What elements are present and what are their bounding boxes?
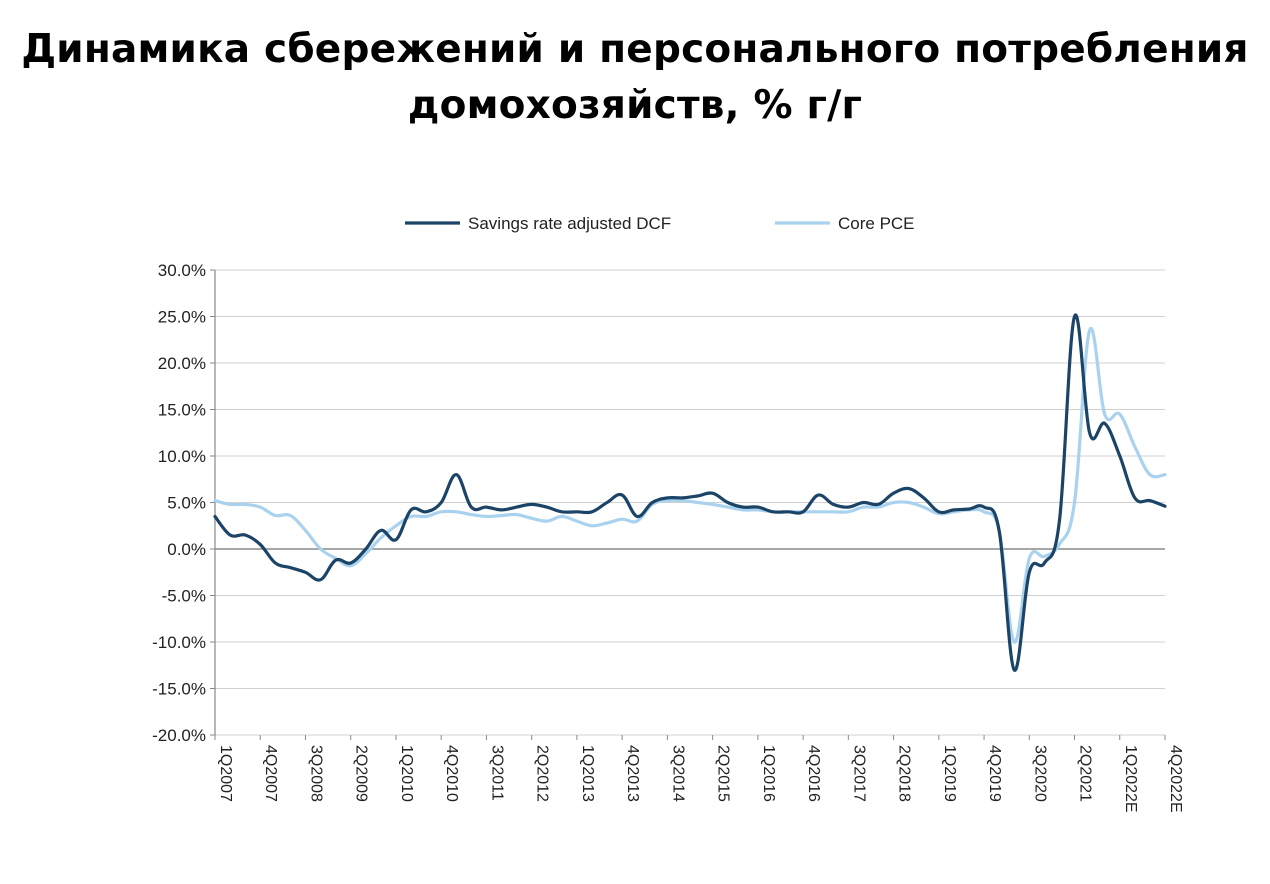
x-tick-label: 3Q2011: [488, 745, 505, 801]
x-tick-label: 1Q2022E: [1122, 745, 1139, 813]
x-tick-label: 3Q2008: [307, 745, 324, 802]
x-tick-label: 4Q2019: [986, 745, 1003, 802]
x-tick-label: 3Q2014: [669, 745, 686, 802]
x-axis-tick-labels: 1Q2007 4Q2007 3Q2008 2Q2009 1Q2010 4Q2010 3Q20…: [217, 745, 1184, 813]
chart-title: Динамика сбережений и персонального потр…: [0, 22, 1270, 134]
legend: Savings rate adjusted DCF Core PCE: [405, 214, 915, 233]
legend-item-core-pce: Core PCE: [775, 214, 915, 233]
y-tick-label: 30.0%: [158, 261, 206, 280]
x-tick-label: 4Q2022E: [1167, 745, 1184, 813]
y-tick-label: -5.0%: [162, 587, 206, 606]
x-tick-label: 4Q2013: [624, 745, 641, 802]
y-tick-label: 0.0%: [167, 540, 206, 559]
y-tick-label: 15.0%: [158, 401, 206, 420]
grid-lines: [210, 269, 1166, 740]
x-tick-label: 1Q2007: [217, 745, 234, 802]
y-tick-label: 25.0%: [158, 308, 206, 327]
y-axis-tick-labels: 30.0% 25.0% 20.0% 15.0% 10.0% 5.0% 0.0% -5.0% -1…: [152, 261, 206, 745]
y-tick-label: 10.0%: [158, 447, 206, 466]
x-tick-label: 3Q2020: [1031, 745, 1048, 802]
x-tick-label: 4Q2007: [262, 745, 279, 802]
x-tick-label: 2Q2015: [715, 745, 732, 802]
x-tick-label: 4Q2010: [443, 745, 460, 802]
x-tick-label: 1Q2010: [398, 745, 415, 802]
series-line-core-pce: [213, 326, 1167, 644]
x-tick-label: 2Q2021: [1077, 745, 1094, 802]
x-tick-label: 2Q2009: [353, 745, 370, 802]
x-tick-label: 3Q2017: [850, 745, 867, 802]
y-tick-label: -15.0%: [152, 680, 206, 699]
legend-item-savings-rate: Savings rate adjusted DCF: [405, 214, 671, 233]
x-tick-label: 2Q2018: [896, 745, 913, 802]
y-tick-label: 5.0%: [167, 494, 206, 513]
x-tick-label: 2Q2012: [534, 745, 551, 802]
series-line-savings-rate: [213, 313, 1167, 672]
chart-title-line-2: домохозяйств, % г/г: [407, 83, 863, 128]
legend-label: Core PCE: [838, 214, 915, 233]
y-tick-label: -10.0%: [152, 633, 206, 652]
chart-title-line-1: Динамика сбережений и персонального потр…: [21, 27, 1249, 72]
x-tick-label: 1Q2016: [760, 745, 777, 802]
x-tick-label: 1Q2019: [941, 745, 958, 802]
y-tick-label: -20.0%: [152, 726, 206, 745]
series-lines: [213, 313, 1167, 672]
x-tick-label: 1Q2013: [579, 745, 596, 802]
y-tick-label: 20.0%: [158, 354, 206, 373]
legend-label: Savings rate adjusted DCF: [468, 214, 671, 233]
x-tick-label: 4Q2016: [805, 745, 822, 802]
